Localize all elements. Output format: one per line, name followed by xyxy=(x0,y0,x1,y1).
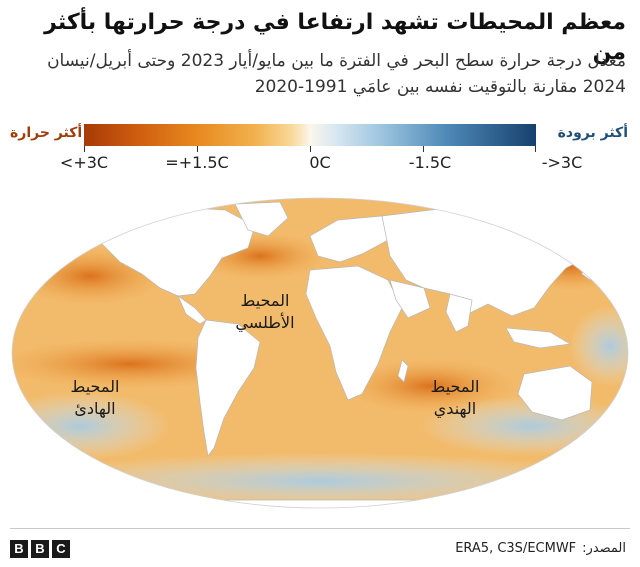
pacific-label-text: المحيط الهادئ xyxy=(70,377,120,418)
source-value: ERA5, C3S/ECMWF xyxy=(455,541,577,556)
greenland xyxy=(234,201,289,237)
atlantic-label-text: المحيط الأطلسي xyxy=(235,291,295,332)
antarctica xyxy=(12,499,628,508)
scale-tick-label: 0C xyxy=(309,153,331,172)
africa xyxy=(305,265,403,401)
bbc-logo: B B C xyxy=(10,540,70,558)
bbc-logo-letter: B xyxy=(31,540,49,558)
world-map-graphic xyxy=(11,197,629,509)
temperature-scale-bar xyxy=(84,124,536,146)
chart-subtitle: معدل درجة حرارة سطح البحر في الفترة ما ب… xyxy=(47,51,626,97)
scale-tick xyxy=(423,146,424,152)
ocean-label-indian: المحيط الهندي xyxy=(420,376,490,420)
scale-tick xyxy=(197,146,198,152)
southeast-asia-islands xyxy=(505,327,572,349)
scale-tick xyxy=(84,146,85,152)
source-label: المصدر: xyxy=(582,541,626,556)
scale-tick xyxy=(535,146,536,152)
source-credit: المصدر: ERA5, C3S/ECMWF xyxy=(455,541,626,556)
globe-outline xyxy=(11,197,629,509)
europe xyxy=(309,215,389,263)
arabia xyxy=(389,279,431,319)
scale-tick-label: =+1.5C xyxy=(165,153,229,172)
cool-patch-west-pacific xyxy=(570,306,628,386)
warm-band-indian xyxy=(340,358,520,414)
bbc-logo-letter: C xyxy=(52,540,70,558)
india xyxy=(445,293,473,333)
ocean-label-atlantic: المحيط الأطلسي xyxy=(230,290,300,334)
ocean-label-pacific: المحيط الهادئ xyxy=(60,376,130,420)
chart-title: معظم المحيطات تشهد ارتفاعا في درجة حرارت… xyxy=(44,10,626,65)
scale-tick-label: ->3C xyxy=(541,153,583,172)
footer-divider xyxy=(10,528,630,529)
scale-tick xyxy=(310,146,311,152)
madagascar xyxy=(397,359,409,383)
south-america xyxy=(195,319,261,457)
legend-warmer-label: أكثر حرارة xyxy=(10,125,83,141)
australia xyxy=(517,365,593,421)
new-zealand xyxy=(609,415,623,437)
scale-tick-label: <+3C xyxy=(59,153,109,172)
central-america xyxy=(177,294,207,325)
legend-colder-label: أكثر برودة xyxy=(557,125,628,141)
indian-label-text: المحيط الهندي xyxy=(430,377,480,418)
world-map: المحيط الأطلسي المحيط الهادئ المحيط الهن… xyxy=(10,196,630,510)
bbc-logo-letter: B xyxy=(10,540,28,558)
scale-tick-label: -1.5C xyxy=(408,153,452,172)
